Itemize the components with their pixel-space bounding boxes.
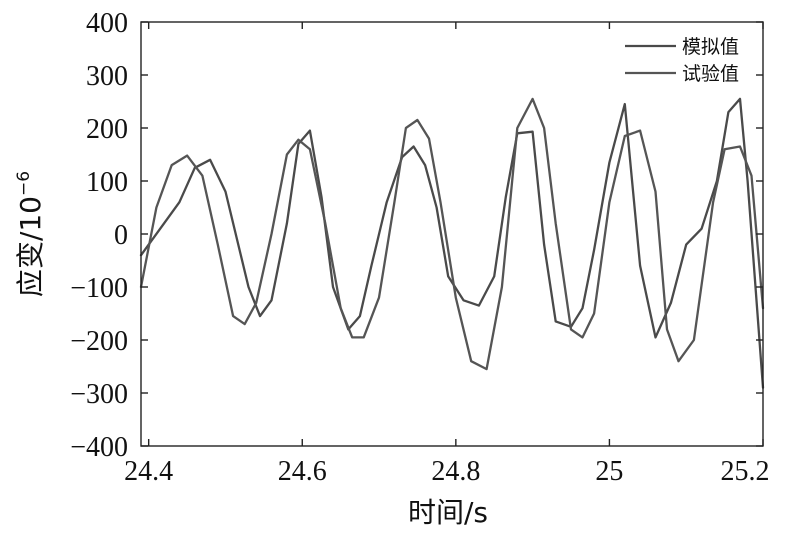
tick-layer — [141, 21, 764, 447]
y-axis-title-base: 应变/10 — [14, 196, 47, 297]
x-tick-label: 25 — [595, 456, 623, 487]
x-tick-label: 24.4 — [124, 456, 173, 487]
y-tick-label: −300 — [70, 379, 128, 410]
series-layer — [139, 97, 765, 389]
x-axis-title: 时间/s — [408, 496, 488, 529]
legend-label-test: 试验值 — [682, 63, 739, 85]
y-axis-title-exponent: −6 — [14, 171, 34, 196]
y-tick-label: 0 — [114, 220, 128, 251]
series-line-test — [139, 97, 765, 371]
legend-label-sim: 模拟值 — [682, 36, 739, 58]
y-axis-title: 应变/10−6 — [14, 171, 47, 297]
label-layer: 24.4 24.6 24.8 25 25.2 −400 −300 −200 −100 0 100 20… — [70, 8, 769, 487]
y-tick-label: 100 — [86, 167, 128, 198]
plot-frame — [140, 21, 764, 447]
y-axis-title-group: 应变/10−6 — [14, 171, 47, 297]
y-tick-label: 300 — [86, 61, 128, 92]
y-tick-label: 400 — [86, 8, 128, 39]
y-tick-label: −100 — [70, 273, 128, 304]
series-line-sim — [139, 97, 765, 389]
legend: 模拟值 试验值 — [625, 36, 739, 85]
y-tick-label: −400 — [70, 432, 128, 463]
x-tick-label: 25.2 — [721, 456, 770, 487]
y-tick-label: 200 — [86, 114, 128, 145]
x-tick-label: 24.8 — [431, 456, 480, 487]
y-tick-label: −200 — [70, 326, 128, 357]
x-tick-label: 24.6 — [278, 456, 327, 487]
